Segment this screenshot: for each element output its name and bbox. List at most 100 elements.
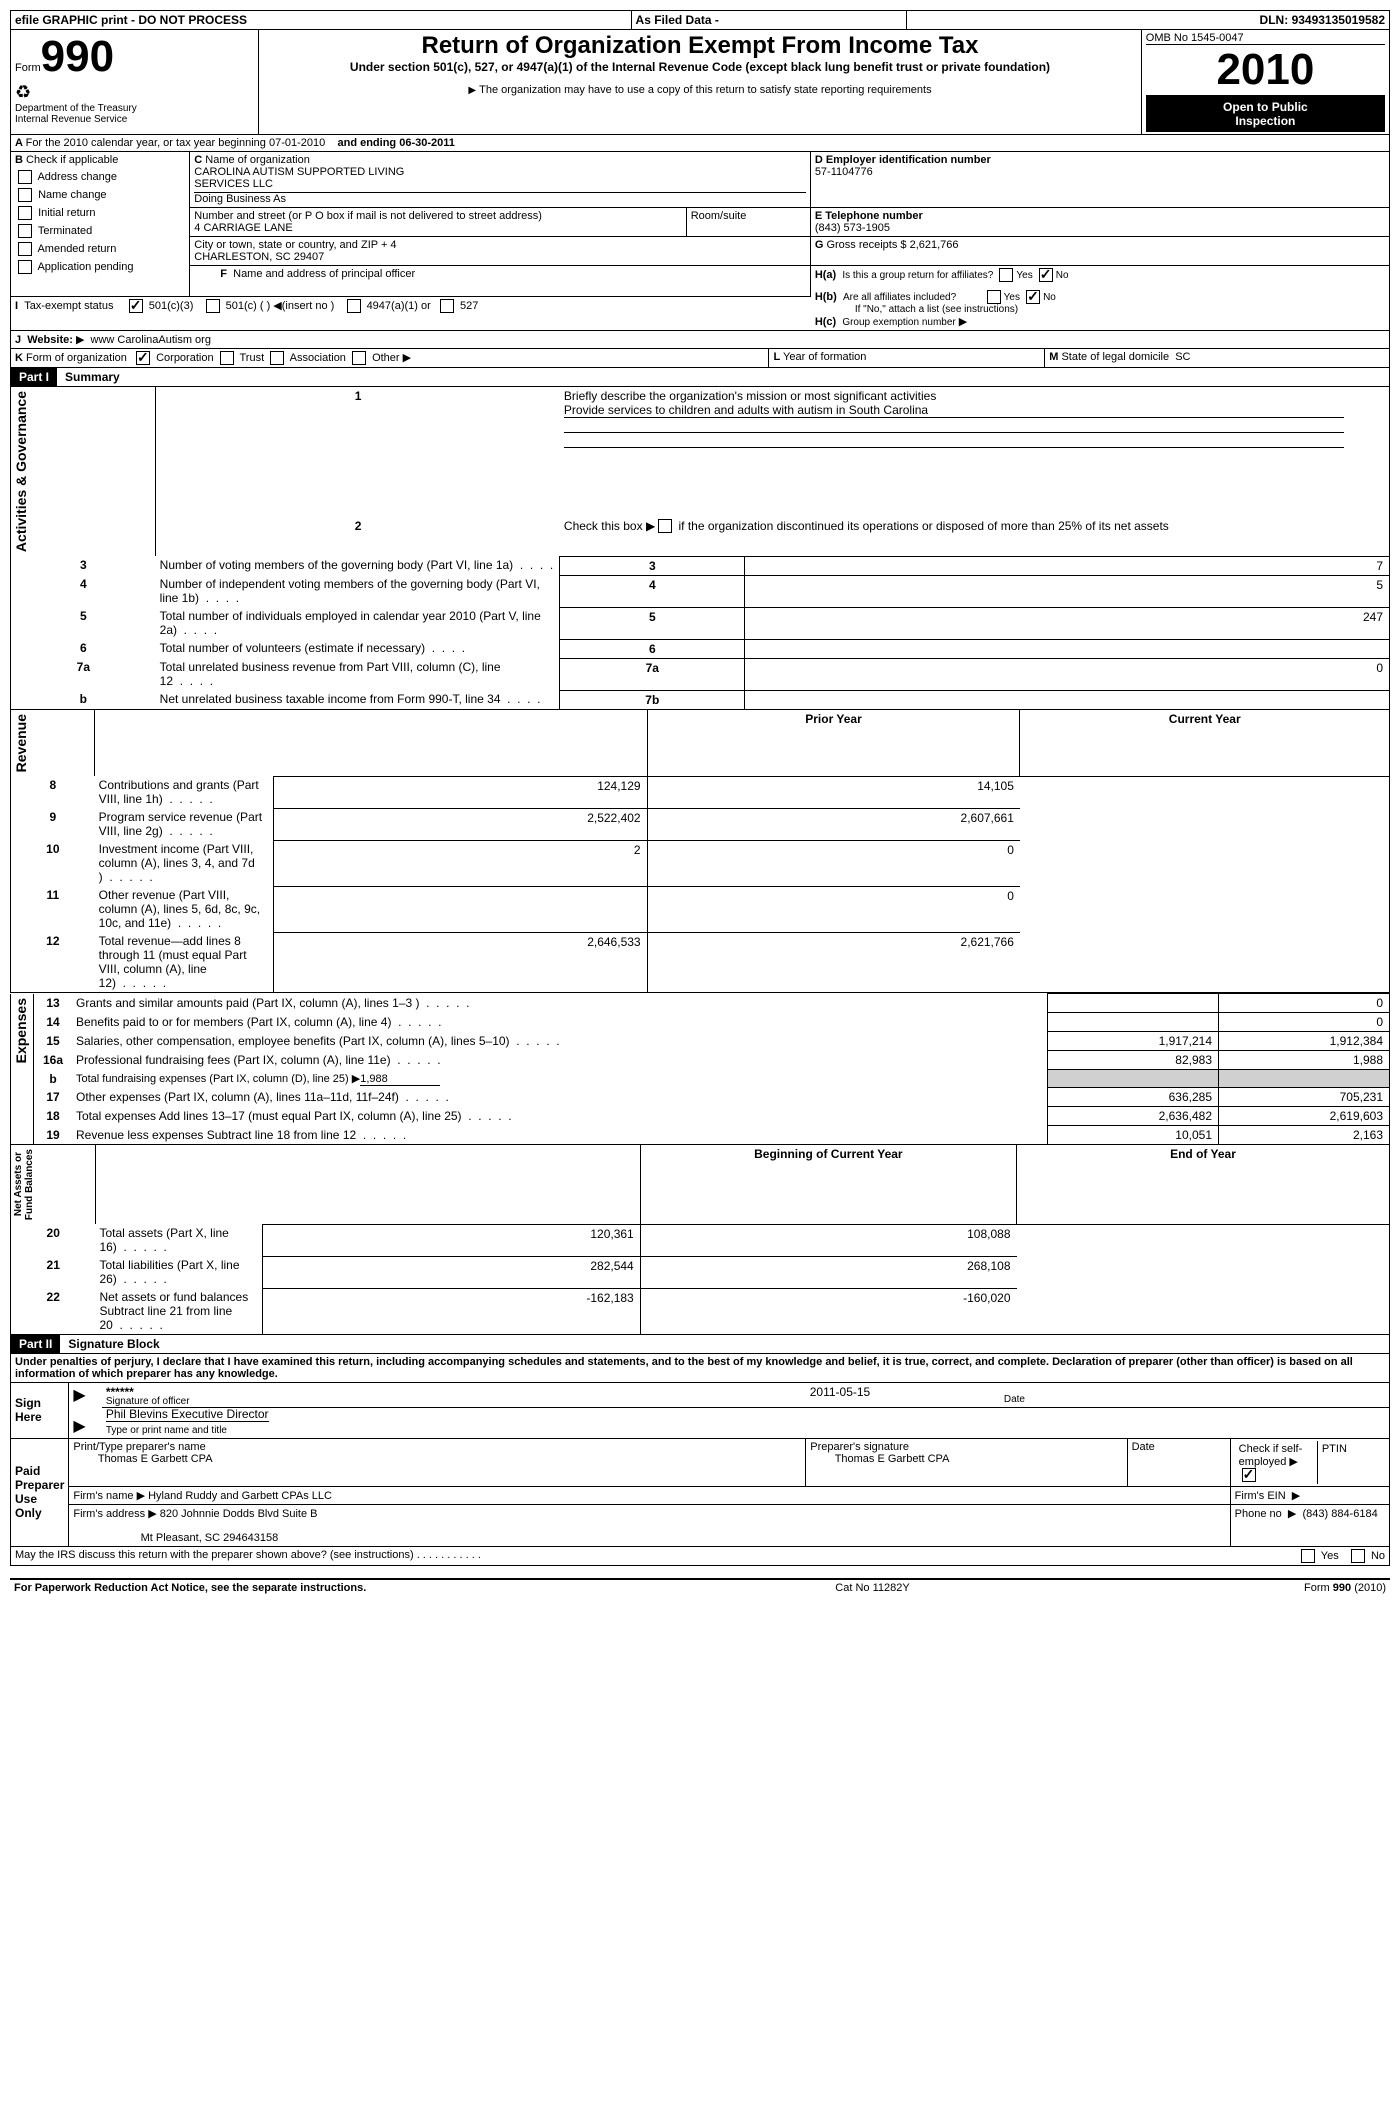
line-a-text: For the 2010 calendar year, or tax year … — [26, 137, 326, 149]
ha-yes-checkbox[interactable] — [999, 268, 1013, 282]
k-assoc-checkbox[interactable] — [270, 351, 284, 365]
subtitle-1: Under section 501(c), 527, or 4947(a)(1)… — [263, 60, 1137, 74]
ha-no-checkbox[interactable] — [1039, 268, 1053, 282]
footer-mid: Cat No 11282Y — [700, 1579, 1045, 1596]
k-corp-checkbox[interactable] — [136, 351, 150, 365]
sign-here-label: Sign Here — [11, 1383, 69, 1439]
i-4947-checkbox[interactable] — [347, 299, 361, 313]
section-b-checkbox[interactable] — [18, 170, 32, 184]
row-value: 5 — [745, 575, 1390, 607]
prior-year-header: Prior Year — [647, 710, 1020, 776]
row-prior: 2,522,402 — [273, 808, 647, 840]
row-prior: 2 — [273, 840, 647, 886]
section-b-item: Application pending — [37, 261, 133, 273]
row-label: Net assets or fund balances Subtract lin… — [95, 1288, 262, 1335]
self-employed-checkbox[interactable] — [1242, 1468, 1256, 1482]
part1-title: Summary — [57, 368, 128, 386]
discuss-yes: Yes — [1321, 1550, 1339, 1562]
sign-arrow-2: ▶ — [69, 1407, 102, 1438]
city-label: City or town, state or country, and ZIP … — [194, 239, 396, 251]
section-b-checkbox[interactable] — [18, 242, 32, 256]
section-m-value: SC — [1175, 351, 1190, 363]
row-num: 7a — [11, 658, 156, 690]
section-b-item: Initial return — [38, 207, 95, 219]
dln-label: DLN: — [1260, 13, 1289, 27]
dba-label: Doing Business As — [194, 193, 286, 205]
row-current: 0 — [647, 840, 1020, 886]
row-prior: 636,285 — [1048, 1088, 1219, 1107]
netassets-section: Net Assets or Fund Balances Beginning of… — [10, 1145, 1390, 1335]
discuss-yes-checkbox[interactable] — [1301, 1549, 1315, 1563]
section-j-label: J — [15, 334, 21, 346]
row-num: 20 — [11, 1224, 96, 1256]
hb-no-checkbox[interactable] — [1026, 290, 1040, 304]
row-prior — [1048, 1013, 1219, 1032]
section-b-item: Amended return — [37, 243, 116, 255]
part1-body: Activities & Governance 1 Briefly descri… — [10, 386, 1390, 710]
discuss-no-checkbox[interactable] — [1351, 1549, 1365, 1563]
side-rev: Revenue — [11, 710, 31, 776]
row-num: 9 — [11, 808, 95, 840]
hb-yes-checkbox[interactable] — [987, 290, 1001, 304]
side-label: Expenses — [11, 994, 31, 1067]
section-b-checkbox[interactable] — [18, 188, 32, 202]
open-public-2: Inspection — [1150, 114, 1381, 128]
row-prior — [273, 886, 647, 932]
section-b-item: Terminated — [38, 225, 92, 237]
section-b-item: Address change — [37, 171, 117, 183]
paid-preparer-label: Paid Preparer Use Only — [11, 1438, 69, 1546]
street-value: 4 CARRIAGE LANE — [194, 222, 292, 234]
row-prior: -162,183 — [263, 1288, 640, 1335]
preparer-phone: (843) 884-6184 — [1302, 1508, 1377, 1520]
section-b-checkbox[interactable] — [18, 224, 32, 238]
line-j: J Website: ▶ www CarolinaAutism org — [10, 331, 1390, 349]
i-501c-checkbox[interactable] — [206, 299, 220, 313]
row-num: 3 — [11, 556, 156, 575]
row-current: 705,231 — [1219, 1088, 1390, 1107]
psig-name: Thomas E Garbett CPA — [835, 1453, 950, 1465]
part2-body: Under penalties of perjury, I declare th… — [10, 1353, 1390, 1566]
ptin-label: PTIN — [1322, 1443, 1347, 1455]
footer-left: For Paperwork Reduction Act Notice, see … — [10, 1579, 700, 1596]
row-value: 247 — [745, 607, 1390, 639]
line-a-ending: and ending 06-30-2011 — [337, 137, 454, 149]
revenue-section: Revenue Prior Year Current Year 8Contrib… — [10, 710, 1390, 993]
section-i-text: Tax-exempt status — [24, 300, 113, 312]
i-501c3-checkbox[interactable] — [129, 299, 143, 313]
k-trust-checkbox[interactable] — [220, 351, 234, 365]
k-other-checkbox[interactable] — [352, 351, 366, 365]
officer-name: Phil Blevins Executive Director — [106, 1407, 269, 1422]
end-year-header: End of Year — [1017, 1145, 1390, 1224]
row-num: 15 — [34, 1032, 73, 1051]
section-i-label: I — [15, 300, 18, 312]
street-label: Number and street (or P O box if mail is… — [194, 210, 542, 222]
q2-checkbox[interactable] — [658, 519, 672, 533]
row-num: 10 — [11, 840, 95, 886]
row-prior: 2,636,482 — [1048, 1107, 1219, 1126]
hb-label: H(b) — [815, 291, 837, 303]
row-prior: 1,917,214 — [1048, 1032, 1219, 1051]
row-current: 2,607,661 — [647, 808, 1020, 840]
firm-ein-label: Firm's EIN — [1235, 1490, 1286, 1502]
efile-text: efile GRAPHIC print - DO NOT PROCESS — [15, 13, 247, 27]
row-value: 0 — [745, 658, 1390, 690]
room-label: Room/suite — [691, 210, 747, 222]
row-label: Salaries, other compensation, employee b… — [72, 1032, 1048, 1051]
section-b-checkbox[interactable] — [18, 206, 32, 220]
form-word: Form — [15, 62, 41, 74]
section-g-label: G — [815, 239, 824, 251]
i-opt-4: 527 — [460, 300, 478, 312]
row-current: 0 — [1219, 994, 1390, 1013]
ha-no: No — [1056, 270, 1069, 281]
hb-yes: Yes — [1004, 292, 1020, 303]
i-527-checkbox[interactable] — [440, 299, 454, 313]
omb-number: OMB No 1545-0047 — [1146, 32, 1385, 45]
row-current: 14,105 — [647, 776, 1020, 808]
row-num: 5 — [11, 607, 156, 639]
row-label: Total expenses Add lines 13–17 (must equ… — [72, 1107, 1048, 1126]
row-prior: 10,051 — [1048, 1126, 1219, 1145]
header-strip: efile GRAPHIC print - DO NOT PROCESS As … — [10, 10, 1390, 30]
section-b-checkbox[interactable] — [18, 260, 32, 274]
firm-name: Hyland Ruddy and Garbett CPAs LLC — [148, 1490, 332, 1502]
hb-text: Are all affiliates included? — [843, 292, 956, 303]
